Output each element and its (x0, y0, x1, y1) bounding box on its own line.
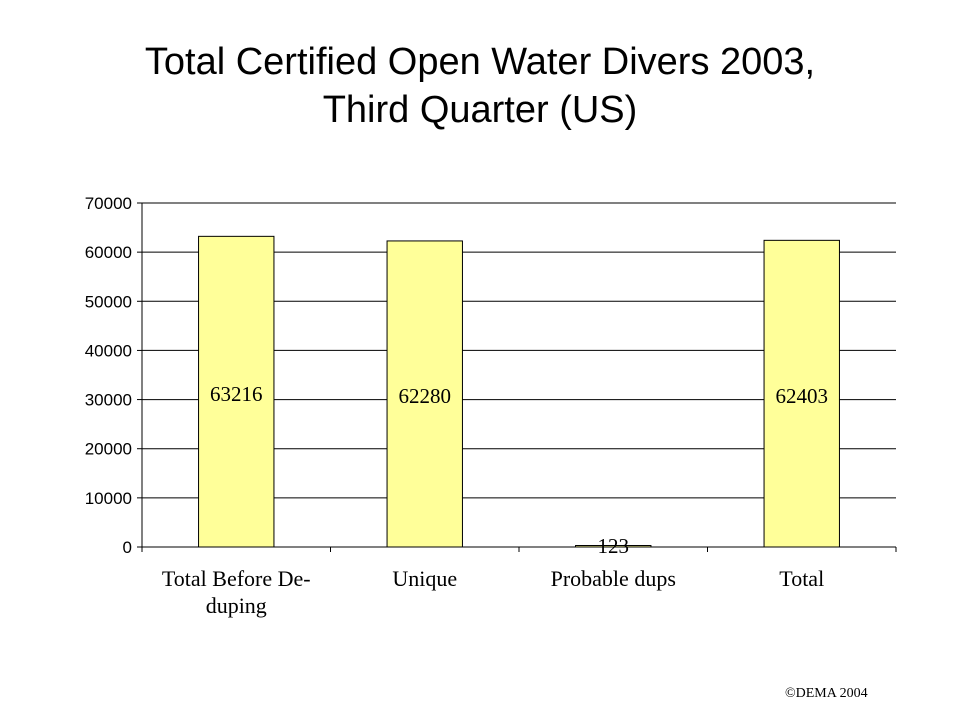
y-tick-label: 10000 (85, 489, 132, 508)
category-label: Total Before De- (162, 566, 311, 591)
data-label: 123 (598, 534, 630, 558)
chart-title: Total Certified Open Water Divers 2003, … (0, 38, 960, 134)
category-label: duping (206, 593, 267, 618)
y-tick-label: 30000 (85, 391, 132, 410)
bar (575, 545, 652, 548)
y-tick-label: 60000 (85, 243, 132, 262)
category-label: Unique (392, 566, 457, 591)
bar (763, 239, 840, 548)
bar (198, 235, 275, 548)
y-tick-label: 70000 (85, 194, 132, 213)
data-label: 62280 (399, 384, 452, 408)
data-label: 63216 (210, 382, 263, 406)
y-tick-label: 0 (123, 538, 132, 557)
copyright-text: ©DEMA 2004 (785, 686, 868, 701)
category-label: Probable dups (551, 566, 676, 591)
category-label: Total (779, 566, 824, 591)
chart-title-line-1: Total Certified Open Water Divers 2003, (144, 41, 816, 83)
chart-title-line-2: Third Quarter (US) (322, 89, 638, 131)
y-tick-label: 40000 (85, 341, 132, 360)
data-label: 62403 (776, 384, 829, 408)
y-tick-label: 50000 (85, 292, 132, 311)
bar (386, 240, 463, 548)
y-tick-label: 20000 (85, 440, 132, 459)
